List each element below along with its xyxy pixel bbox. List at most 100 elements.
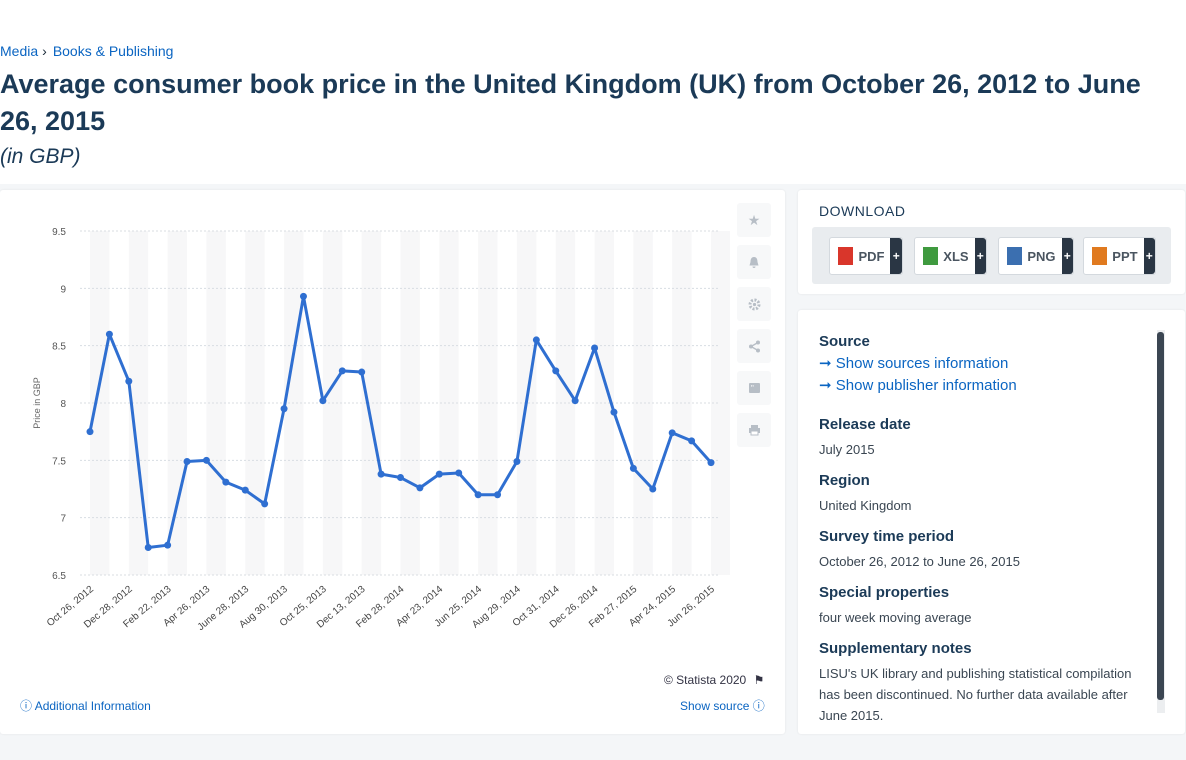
download-png-button[interactable]: PNG + — [998, 237, 1074, 275]
data-point — [435, 470, 443, 478]
special-properties-heading: Special properties — [819, 584, 950, 601]
chart-toolbar: ★ " — [737, 203, 773, 455]
data-point — [629, 464, 637, 472]
statista-copyright: © Statista 2020 ⚑ — [664, 673, 765, 687]
region-heading: Region — [819, 472, 870, 489]
data-point — [202, 456, 210, 464]
svg-text:": " — [751, 384, 754, 393]
data-point — [610, 408, 618, 416]
source-heading: Source — [819, 333, 870, 350]
y-tick-label: 6.5 — [52, 571, 66, 582]
supplementary-notes-value: LISU's UK library and publishing statist… — [819, 666, 1132, 723]
survey-period-heading: Survey time period — [819, 528, 955, 545]
print-icon[interactable] — [737, 413, 771, 447]
show-publisher-link[interactable]: ➞ Show publisher information — [819, 377, 1017, 394]
info-scrollbar-thumb[interactable] — [1157, 332, 1164, 700]
y-tick-label: 8 — [60, 399, 66, 410]
y-tick-label: 7.5 — [52, 456, 66, 467]
breadcrumb-books-link[interactable]: Books & Publishing — [52, 43, 174, 59]
statistic-info: Source ➞ Show sources information ➞ Show… — [819, 333, 1149, 726]
page-subtitle: (in GBP) — [0, 145, 81, 168]
flag-icon[interactable]: ⚑ — [753, 673, 765, 687]
breadcrumb-separator: › — [42, 43, 47, 59]
chart-band — [245, 231, 265, 575]
ppt-plus-button[interactable]: + — [1143, 238, 1155, 274]
data-point — [299, 292, 307, 300]
arrow-right-icon: ➞ — [819, 355, 832, 372]
data-point — [261, 500, 269, 508]
download-pdf-button[interactable]: PDF + — [829, 237, 903, 275]
data-point — [222, 478, 230, 486]
data-point — [688, 437, 696, 445]
data-point — [125, 377, 133, 385]
data-point — [86, 428, 94, 436]
page-title: Average consumer book price in the Unite… — [0, 69, 1141, 136]
data-point — [377, 470, 385, 478]
chart-band — [361, 231, 382, 575]
pdf-file-icon — [838, 247, 854, 265]
breadcrumb: Media › Books & Publishing — [0, 43, 173, 59]
download-ppt-button[interactable]: PPT + — [1083, 237, 1156, 275]
y-axis-label: Price in GBP — [32, 377, 42, 429]
data-point — [280, 405, 288, 413]
arrow-right-icon: ➞ — [819, 377, 832, 394]
png-plus-button[interactable]: + — [1061, 238, 1073, 274]
data-point — [649, 485, 657, 493]
chart-band — [400, 231, 420, 575]
info-circle-icon: ⓘ — [752, 699, 765, 713]
quote-icon[interactable]: " — [737, 371, 771, 405]
data-point — [552, 367, 560, 375]
supplementary-notes-heading: Supplementary notes — [819, 640, 972, 657]
xls-file-icon — [923, 247, 939, 265]
data-point — [144, 543, 152, 551]
region-value: United Kingdom — [819, 498, 912, 513]
data-point — [183, 457, 191, 465]
star-icon[interactable]: ★ — [737, 203, 771, 237]
breadcrumb-media-link[interactable]: Media — [0, 43, 39, 59]
data-point — [513, 457, 521, 465]
download-xls-button[interactable]: XLS + — [914, 237, 987, 275]
chart-band — [90, 231, 110, 575]
y-tick-label: 8.5 — [52, 342, 66, 353]
data-point — [416, 484, 424, 492]
bell-icon[interactable] — [737, 245, 771, 279]
header-area — [0, 0, 1186, 184]
chart-band — [711, 231, 730, 575]
data-point — [591, 344, 599, 352]
y-tick-label: 9.5 — [52, 227, 66, 238]
chart-band — [128, 231, 149, 575]
data-point — [319, 397, 327, 405]
data-point — [474, 491, 482, 499]
data-point — [532, 336, 540, 344]
xls-plus-button[interactable]: + — [974, 238, 986, 274]
chart-band — [633, 231, 653, 575]
additional-information-link[interactable]: ⓘ Additional Information — [20, 699, 151, 713]
share-icon[interactable] — [737, 329, 771, 363]
data-point — [397, 474, 404, 482]
chart-band — [478, 231, 498, 575]
info-circle-icon: ⓘ — [20, 699, 33, 713]
data-point — [338, 367, 346, 375]
show-sources-link[interactable]: ➞ Show sources information — [819, 355, 1009, 372]
data-point — [164, 541, 172, 549]
show-source-link[interactable]: Show source ⓘ — [680, 699, 765, 713]
data-point — [455, 469, 463, 477]
pdf-plus-button[interactable]: + — [890, 238, 902, 274]
data-point — [571, 397, 579, 405]
ppt-file-icon — [1092, 247, 1108, 265]
statistic-info-card — [798, 310, 1185, 734]
release-date-value: July 2015 — [819, 442, 875, 457]
survey-period-value: October 26, 2012 to June 26, 2015 — [819, 554, 1020, 569]
gear-icon[interactable] — [737, 287, 771, 321]
data-point — [668, 429, 676, 437]
special-properties-value: four week moving average — [819, 610, 972, 625]
y-tick-label: 9 — [60, 284, 66, 295]
data-point — [494, 491, 502, 499]
data-point — [358, 368, 366, 376]
data-point — [241, 486, 249, 494]
release-date-heading: Release date — [819, 416, 911, 433]
data-point — [105, 330, 113, 338]
y-tick-label: 7 — [60, 514, 66, 525]
download-title: DOWNLOAD — [819, 203, 906, 219]
